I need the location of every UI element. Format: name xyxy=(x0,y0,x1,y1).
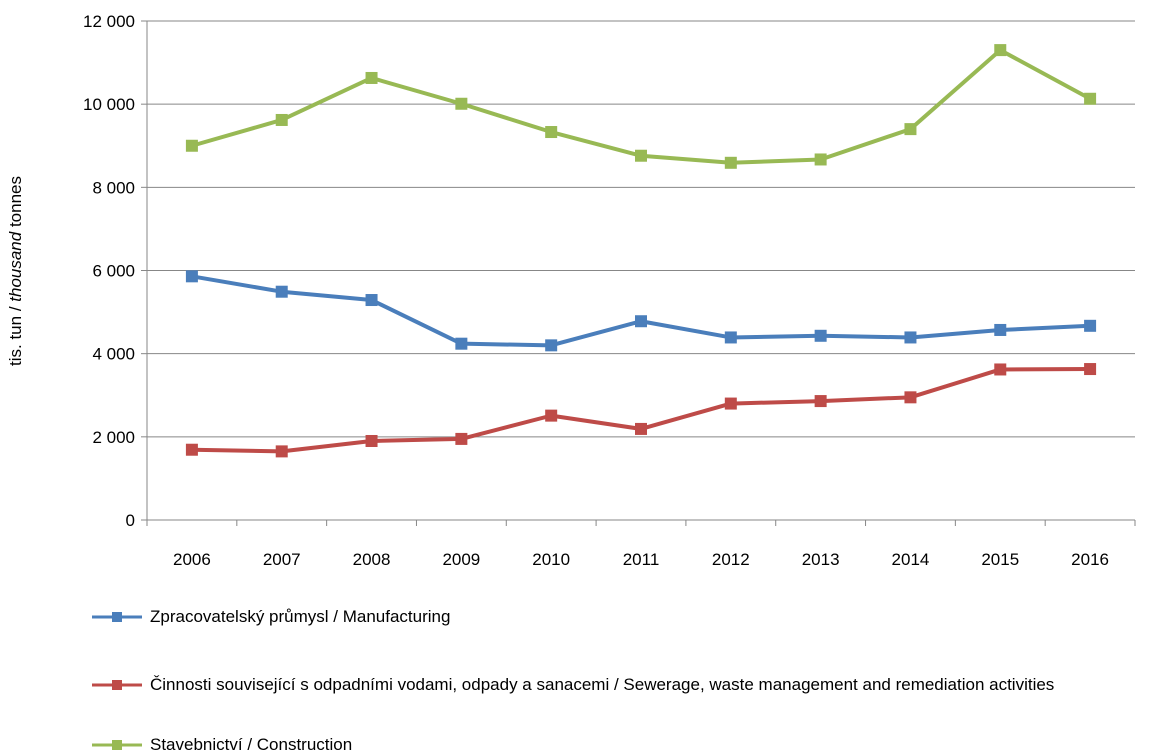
data-point-1 xyxy=(994,363,1007,376)
legend-swatch-sewerage xyxy=(92,680,142,690)
legend-label-construction: Stavebnictví / Construction xyxy=(150,735,353,754)
data-point-1 xyxy=(365,434,378,447)
x-tick-label: 2009 xyxy=(442,550,480,569)
data-point-1 xyxy=(724,397,737,410)
legend-swatch-manufacturing xyxy=(92,612,142,622)
data-point-0 xyxy=(904,331,917,344)
data-point-1 xyxy=(545,409,558,422)
legend-label-manufacturing: Zpracovatelský průmysl / Manufacturing xyxy=(150,607,451,626)
data-point-1 xyxy=(1084,363,1097,376)
x-tick-label: 2016 xyxy=(1071,550,1109,569)
y-tick-label: 2 000 xyxy=(92,428,135,447)
data-point-1 xyxy=(455,432,468,445)
data-point-2 xyxy=(724,156,737,169)
data-point-1 xyxy=(904,391,917,404)
legend-item-manufacturing: Zpracovatelský průmysl / Manufacturing xyxy=(92,606,1151,627)
x-tick-label: 2014 xyxy=(892,550,930,569)
x-tick-label: 2015 xyxy=(981,550,1019,569)
axes: 0 2 000 4 000 6 000 8 000 10 000 12 000 2006 200… xyxy=(83,12,1136,569)
x-tick-label: 2013 xyxy=(802,550,840,569)
data-point-0 xyxy=(635,315,647,328)
data-point-2 xyxy=(455,97,468,110)
x-tick-label: 2010 xyxy=(532,550,570,569)
data-point-1 xyxy=(635,422,647,435)
x-tick-label: 2007 xyxy=(263,550,301,569)
legend-label-sewerage: Činnosti související s odpadními vodami,… xyxy=(150,675,1055,694)
data-point-0 xyxy=(545,339,558,352)
data-point-2 xyxy=(635,149,647,162)
line-chart: 0 2 000 4 000 6 000 8 000 10 000 12 000 2006 200… xyxy=(6,12,1136,569)
data-point-2 xyxy=(814,153,827,166)
x-tick-label: 2006 xyxy=(173,550,211,569)
data-point-2 xyxy=(185,139,198,152)
data-point-0 xyxy=(724,331,737,344)
data-point-2 xyxy=(994,44,1007,57)
data-point-1 xyxy=(275,445,288,458)
y-axis-title-suffix: tonnes xyxy=(6,176,25,232)
data-point-2 xyxy=(904,123,917,136)
x-tick-label: 2011 xyxy=(623,550,660,569)
y-tick-label: 10 000 xyxy=(83,95,135,114)
legend-swatch-construction xyxy=(92,740,142,750)
data-point-2 xyxy=(545,126,558,139)
y-tick-label: 4 000 xyxy=(92,345,135,364)
y-axis-title-italic: thousand xyxy=(6,231,25,301)
x-tick-label: 2008 xyxy=(353,550,391,569)
data-point-2 xyxy=(1084,92,1097,105)
data-point-0 xyxy=(994,323,1007,336)
data-point-2 xyxy=(365,71,378,84)
data-point-0 xyxy=(185,270,198,283)
y-tick-label: 0 xyxy=(126,511,135,530)
y-tick-label: 8 000 xyxy=(92,178,135,197)
y-tick-label: 12 000 xyxy=(83,12,135,31)
legend-item-construction: Stavebnictví / Construction xyxy=(92,734,1151,755)
y-tick-label: 6 000 xyxy=(92,262,135,281)
data-point-1 xyxy=(185,443,198,456)
data-point-0 xyxy=(1084,319,1097,332)
x-tick-label: 2012 xyxy=(712,550,750,569)
series-line-2 xyxy=(191,48,1092,165)
data-point-0 xyxy=(455,337,468,350)
data-point-0 xyxy=(275,285,288,298)
y-axis-title: tis. tun / thousand tonnes xyxy=(6,176,25,366)
data-point-0 xyxy=(814,329,827,342)
data-point-2 xyxy=(275,113,288,126)
y-axis-title-prefix: tis. tun / xyxy=(6,302,25,366)
legend-item-sewerage: Činnosti související s odpadními vodami,… xyxy=(92,674,1151,695)
series-lines xyxy=(185,44,1097,458)
data-point-1 xyxy=(814,395,827,408)
data-point-0 xyxy=(365,294,378,307)
series-line-0 xyxy=(191,274,1091,348)
series-line-1 xyxy=(191,367,1091,454)
